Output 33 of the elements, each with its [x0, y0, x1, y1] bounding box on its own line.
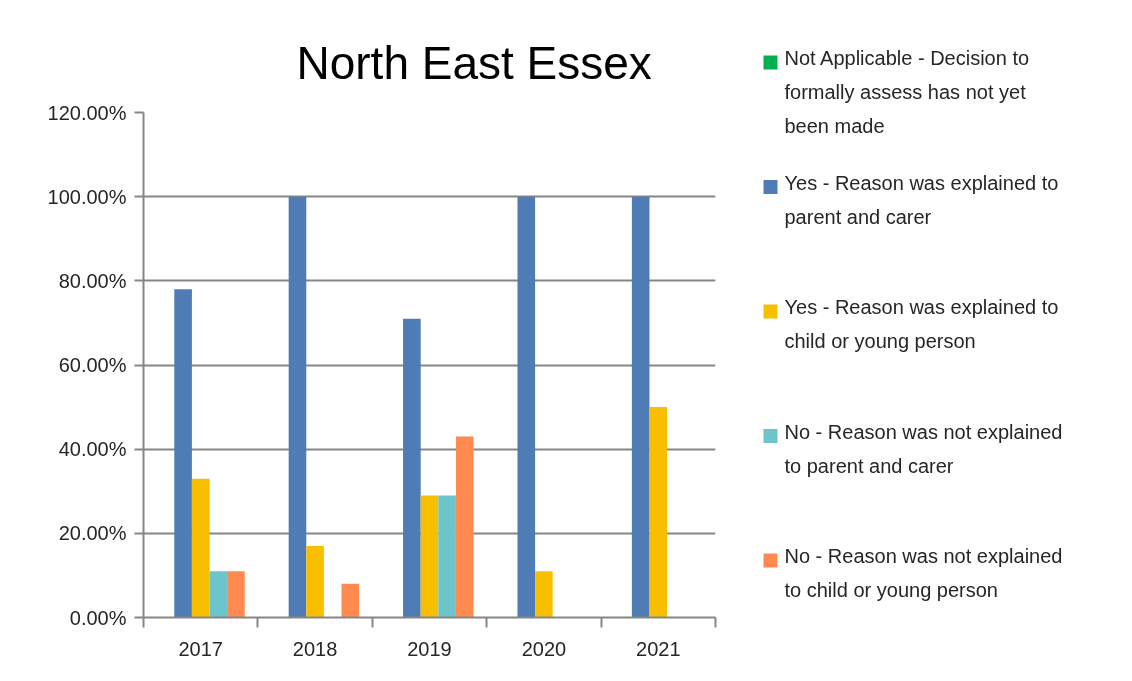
- bar: [288, 196, 307, 618]
- bar: [403, 318, 421, 618]
- bar: [341, 583, 360, 618]
- y-tick-label: 100.00%: [47, 185, 127, 208]
- y-tick-label: 0.00%: [69, 606, 127, 629]
- bar: [420, 495, 439, 618]
- bar: [174, 289, 192, 618]
- bar: [306, 545, 324, 618]
- bar: [631, 196, 650, 618]
- y-tick-label: 80.00%: [58, 269, 127, 292]
- x-tick-label: 2020: [521, 637, 567, 660]
- y-tick-label: 60.00%: [58, 354, 127, 376]
- bar: [649, 407, 668, 618]
- x-tick-label: 2017: [178, 637, 223, 660]
- bar: [438, 495, 456, 618]
- x-tick-label: 2018: [292, 637, 338, 660]
- chart-title: North East Essex: [296, 36, 652, 89]
- bar: [517, 196, 536, 618]
- bar: [209, 571, 228, 618]
- legend-label: Yes - Reason was explained to child or young person: [784, 296, 1059, 353]
- legend-label: Yes - Reason was explained to parent and carer: [784, 171, 1059, 228]
- x-tick-label: 2021: [636, 637, 681, 660]
- y-tick-label: 120.00%: [47, 101, 127, 124]
- bar: [535, 571, 553, 618]
- bar: [191, 478, 210, 618]
- x-tick-label: 2019: [407, 637, 452, 660]
- legend-label: Not Applicable - Decision to formally assess has not yet been made: [784, 47, 1030, 138]
- legend-label: No - Reason was not explained to child or young person: [784, 545, 1063, 602]
- y-tick-label: 40.00%: [58, 438, 127, 461]
- bar: [455, 436, 474, 618]
- legend-label: No - Reason was not explained to parent and carer: [784, 420, 1063, 477]
- bar: [227, 571, 245, 618]
- y-tick-label: 20.00%: [58, 522, 127, 545]
